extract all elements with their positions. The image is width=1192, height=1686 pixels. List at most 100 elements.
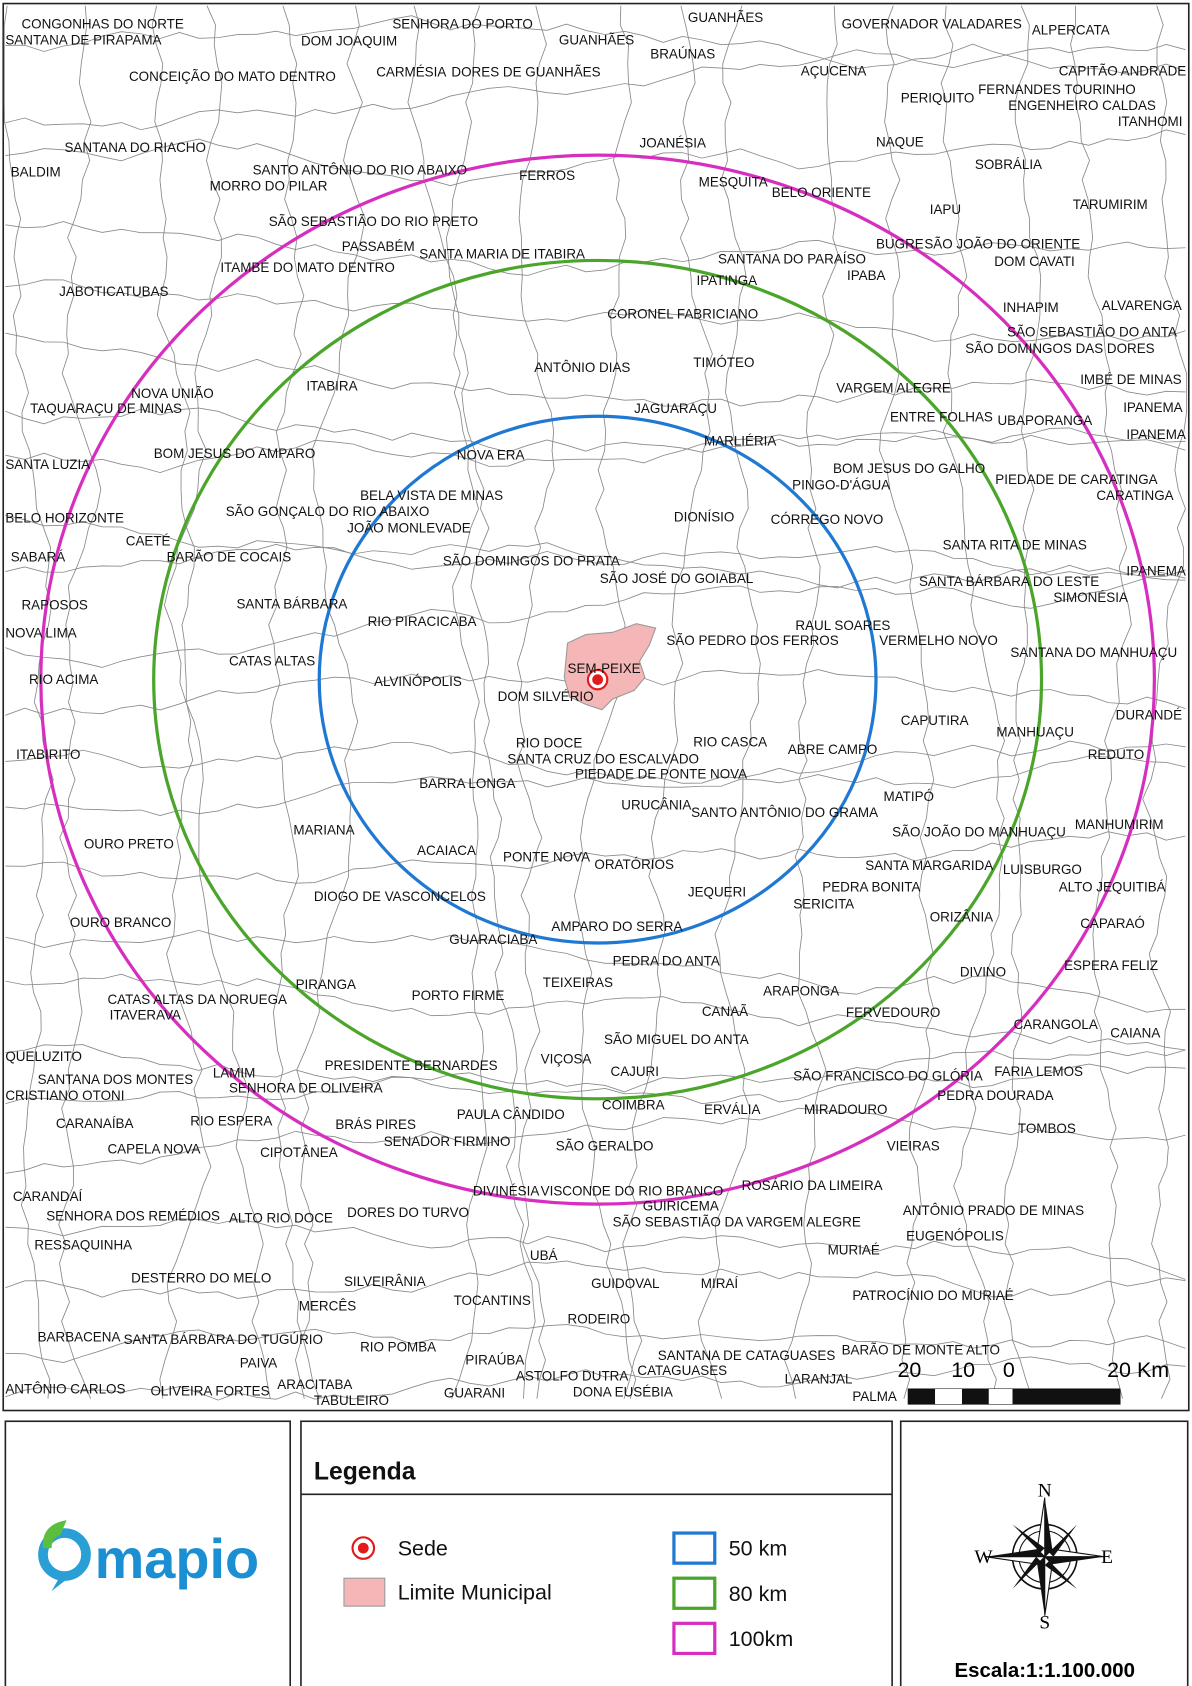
municipality-label: AMPARO DO SERRA (551, 919, 682, 934)
municipality-label: TAQUARAÇU DE MINAS (30, 401, 182, 416)
municipality-label: OURO PRETO (84, 836, 174, 851)
municipality-label: DORES DO TURVO (347, 1205, 469, 1220)
municipality-label: JOANÉSIA (640, 136, 706, 151)
municipality-label: CAPELA NOVA (107, 1142, 200, 1157)
municipality-label: CAIANA (1110, 1026, 1160, 1041)
municipality-label: PALMA (852, 1389, 897, 1404)
legend-label: Sede (398, 1537, 448, 1561)
municipality-label: MANHUAÇU (996, 725, 1074, 740)
municipality-label: ENGENHEIRO CALDAS (1008, 98, 1156, 113)
municipality-label: TOCANTINS (454, 1293, 531, 1308)
municipality-label: NOVA ERA (457, 447, 525, 462)
municipality-label: DIVINO (960, 964, 1006, 979)
municipality-label: SÃO JOSÉ DO GOIABAL (600, 571, 754, 586)
municipality-label: ARACITABA (277, 1377, 352, 1392)
municipality-label: SABARÁ (11, 549, 66, 564)
municipality-label: ANTÔNIO CARLOS (5, 1381, 125, 1396)
municipality-label: BELA VISTA DE MINAS (360, 488, 503, 503)
municipality-label: DONA EUSÉBIA (573, 1385, 673, 1400)
municipality-label: ORATÓRIOS (594, 857, 674, 872)
municipality-label: QUELUZITO (5, 1049, 82, 1064)
municipality-label: SANTO ANTÔNIO DO RIO ABAIXO (253, 162, 468, 177)
map-sheet: CONGONHAS DO NORTESANTANA DE PIRAPAMASEN… (0, 0, 1192, 1686)
municipality-label: DOM SILVÉRIO (498, 689, 594, 704)
municipality-label: ALTO RIO DOCE (229, 1210, 333, 1225)
municipality-label: MARIANA (293, 822, 354, 837)
municipality-label: BARBACENA (38, 1330, 121, 1345)
municipality-label: SANTA MARIA DE ITABIRA (419, 246, 585, 261)
municipality-label: SANTANA DO PARAÍSO (718, 252, 866, 267)
municipality-label: ABRE CAMPO (788, 742, 878, 757)
municipality-label: BELO HORIZONTE (5, 511, 124, 526)
municipality-label: IPABA (847, 268, 886, 283)
legend-buffer-swatch (674, 1578, 715, 1608)
municipality-label: DURANDÉ (1116, 707, 1182, 722)
municipality-label: NOVA UNIÃO (131, 386, 214, 401)
municipality-label: SANTANA DE CATAGUASES (658, 1348, 836, 1363)
municipality-label: GOVERNADOR VALADARES (842, 16, 1022, 31)
municipality-label: PIRAÚBA (465, 1352, 524, 1367)
municipality-label: SÃO JOÃO DO ORIENTE (924, 237, 1080, 252)
municipality-label: MIRADOURO (804, 1102, 888, 1117)
municipality-label: EUGENÓPOLIS (906, 1229, 1004, 1244)
scale-bar-label: 20 Km (1107, 1358, 1169, 1382)
municipality-label: SÃO MIGUEL DO ANTA (604, 1032, 749, 1047)
municipality-label: NAQUE (876, 135, 924, 150)
municipality-label: CONCEIÇÃO DO MATO DENTRO (129, 69, 336, 84)
municipality-label: SÃO GERALDO (556, 1138, 654, 1153)
municipality-label: RAUL SOARES (795, 618, 890, 633)
scale-bar-segment (935, 1389, 962, 1404)
municipality-label: ANTÔNIO PRADO DE MINAS (903, 1203, 1084, 1218)
municipality-label: PIEDADE DE CARATINGA (995, 472, 1157, 487)
municipality-label: ALPERCATA (1032, 23, 1110, 38)
municipality-label: LAMIM (213, 1065, 256, 1080)
municipality-label: SENHORA DE OLIVEIRA (229, 1080, 383, 1095)
municipality-label: JABOTICATUBAS (59, 284, 168, 299)
municipality-label: VISCONDE DO RIO BRANCO (541, 1184, 724, 1199)
municipality-label: DIVINÉSIA (473, 1184, 539, 1199)
municipality-label: FERNANDES TOURINHO (978, 82, 1136, 97)
municipality-label: ORIZÂNIA (930, 909, 993, 924)
municipality-label: BARRA LONGA (419, 776, 515, 791)
municipality-label: ENTRE FOLHAS (890, 410, 993, 425)
municipality-label: CARANAÍBA (56, 1116, 134, 1131)
municipality-label: RIO POMBA (360, 1339, 436, 1354)
municipality-label: SANTA LUZIA (5, 457, 90, 472)
municipality-label: SÃO PEDRO DOS FERROS (666, 633, 838, 648)
municipality-label: PORTO FIRME (412, 988, 505, 1003)
municipality-label: SANTO ANTÔNIO DO GRAMA (691, 805, 878, 820)
municipality-label: RAPOSOS (21, 598, 87, 613)
municipality-label: PRESIDENTE BERNARDES (325, 1058, 498, 1073)
municipality-label: IPANEMA (1126, 563, 1185, 578)
municipality-label: ASTOLFO DUTRA (516, 1368, 628, 1383)
municipality-label: CAETÉ (126, 533, 171, 548)
municipality-label: SANTANA DO RIACHO (64, 140, 205, 155)
municipality-label: RIO DOCE (516, 735, 582, 750)
municipality-label: VIÇOSA (541, 1051, 592, 1066)
municipality-label: OURO BRANCO (70, 915, 171, 930)
municipality-label: BOM JESUS DO GALHO (833, 461, 985, 476)
municipality-label: CRISTIANO OTONI (5, 1088, 124, 1103)
municipality-label: ITAVERAVA (110, 1007, 181, 1022)
municipality-label: AÇUCENA (801, 64, 867, 79)
municipality-label: ANTÔNIO DIAS (534, 360, 630, 375)
municipality-label: PATROCÍNIO DO MURIAÉ (852, 1288, 1013, 1303)
municipality-label: CATAS ALTAS DA NORUEGA (107, 992, 287, 1007)
municipality-label: PEDRA DO ANTA (613, 954, 720, 969)
municipality-label: PAIVA (240, 1356, 278, 1371)
municipality-label: COIMBRA (602, 1098, 665, 1113)
compass-e: E (1101, 1547, 1113, 1568)
municipality-label: GUIRICEMA (643, 1199, 719, 1214)
municipality-label: SENADOR FIRMINO (384, 1134, 511, 1149)
municipality-label: FARIA LEMOS (994, 1064, 1083, 1079)
municipality-label: JOÃO MONLEVADE (347, 520, 471, 535)
municipality-label: SÃO FRANCISCO DO GLÓRIA (793, 1069, 982, 1084)
municipality-label: SÃO SEBASTIÃO DA VARGEM ALEGRE (613, 1215, 861, 1230)
municipality-label: IAPU (930, 202, 961, 217)
municipality-label: VARGEM ALEGRE (836, 381, 951, 396)
municipality-label: DORES DE GUANHÃES (451, 65, 600, 80)
municipality-label: ALVARENGA (1102, 298, 1182, 313)
municipality-label: FERROS (519, 168, 575, 183)
municipality-label: INHAPIM (1003, 300, 1059, 315)
municipality-label: CÓRREGO NOVO (771, 512, 884, 527)
